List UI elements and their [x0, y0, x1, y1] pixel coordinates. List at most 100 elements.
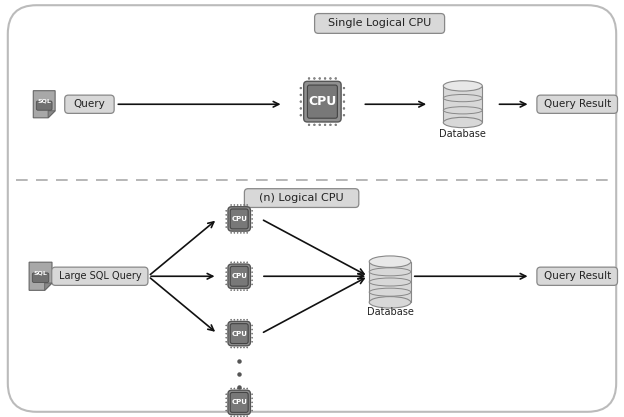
FancyBboxPatch shape	[228, 207, 250, 231]
Circle shape	[226, 284, 227, 285]
Circle shape	[246, 319, 248, 320]
Polygon shape	[33, 91, 55, 118]
Circle shape	[231, 232, 232, 234]
FancyBboxPatch shape	[7, 5, 616, 412]
Polygon shape	[45, 283, 52, 290]
Circle shape	[243, 232, 245, 234]
Circle shape	[335, 124, 337, 126]
Circle shape	[231, 262, 232, 263]
Circle shape	[251, 280, 253, 281]
Circle shape	[240, 262, 241, 263]
Circle shape	[226, 276, 227, 277]
Circle shape	[251, 410, 253, 411]
FancyBboxPatch shape	[537, 95, 618, 113]
Circle shape	[237, 262, 238, 263]
Circle shape	[226, 341, 227, 342]
Circle shape	[243, 262, 245, 263]
Circle shape	[251, 271, 253, 273]
Circle shape	[251, 394, 253, 395]
Circle shape	[313, 78, 315, 79]
Circle shape	[240, 290, 241, 291]
Polygon shape	[48, 111, 55, 118]
Circle shape	[234, 204, 235, 206]
Circle shape	[237, 232, 238, 234]
Circle shape	[231, 388, 232, 389]
Circle shape	[243, 347, 245, 348]
Circle shape	[319, 124, 321, 126]
Circle shape	[251, 222, 253, 224]
Circle shape	[251, 402, 253, 403]
Circle shape	[243, 290, 245, 291]
Circle shape	[251, 210, 253, 211]
Circle shape	[243, 416, 245, 417]
FancyBboxPatch shape	[228, 390, 250, 414]
Circle shape	[251, 276, 253, 277]
Circle shape	[226, 398, 227, 399]
Circle shape	[251, 284, 253, 285]
Ellipse shape	[443, 117, 482, 128]
Circle shape	[226, 394, 227, 395]
FancyBboxPatch shape	[52, 267, 148, 285]
Circle shape	[251, 406, 253, 407]
Circle shape	[231, 204, 232, 206]
Circle shape	[251, 398, 253, 399]
Circle shape	[226, 214, 227, 216]
Text: CPU: CPU	[232, 331, 247, 337]
Circle shape	[246, 388, 248, 389]
FancyBboxPatch shape	[230, 266, 248, 286]
Circle shape	[343, 94, 345, 96]
Circle shape	[234, 290, 235, 291]
Circle shape	[240, 204, 241, 206]
Circle shape	[243, 204, 245, 206]
Circle shape	[226, 325, 227, 326]
Text: SQL: SQL	[34, 271, 47, 276]
Text: Query Result: Query Result	[544, 99, 611, 109]
Circle shape	[246, 232, 248, 234]
FancyBboxPatch shape	[304, 81, 341, 122]
Circle shape	[251, 226, 253, 228]
Circle shape	[234, 232, 235, 234]
Circle shape	[226, 280, 227, 281]
Circle shape	[243, 388, 245, 389]
Bar	[443, 86, 482, 123]
Bar	[369, 262, 411, 302]
Circle shape	[251, 214, 253, 216]
Circle shape	[231, 347, 232, 348]
Circle shape	[237, 388, 238, 389]
Polygon shape	[29, 262, 52, 290]
Circle shape	[226, 410, 227, 411]
Circle shape	[246, 262, 248, 263]
Circle shape	[240, 388, 241, 389]
FancyBboxPatch shape	[230, 324, 248, 344]
Circle shape	[251, 337, 253, 338]
Text: (n) Logical CPU: (n) Logical CPU	[260, 193, 344, 203]
FancyBboxPatch shape	[537, 267, 618, 285]
Circle shape	[237, 347, 238, 348]
Circle shape	[251, 333, 253, 334]
Circle shape	[324, 124, 326, 126]
Circle shape	[300, 114, 302, 116]
Circle shape	[246, 416, 248, 417]
Circle shape	[300, 94, 302, 96]
Circle shape	[251, 329, 253, 330]
Circle shape	[226, 337, 227, 338]
Circle shape	[243, 319, 245, 320]
Circle shape	[240, 232, 241, 234]
Text: CPU: CPU	[232, 216, 247, 222]
Circle shape	[237, 319, 238, 320]
FancyBboxPatch shape	[228, 322, 250, 346]
Circle shape	[226, 210, 227, 211]
Circle shape	[251, 325, 253, 326]
Circle shape	[240, 347, 241, 348]
Circle shape	[343, 114, 345, 116]
Circle shape	[300, 87, 302, 89]
Circle shape	[231, 319, 232, 320]
FancyBboxPatch shape	[65, 95, 114, 113]
Circle shape	[226, 226, 227, 228]
Circle shape	[240, 319, 241, 320]
Circle shape	[237, 204, 238, 206]
FancyBboxPatch shape	[36, 101, 52, 110]
Text: Large SQL Query: Large SQL Query	[59, 271, 141, 281]
Circle shape	[300, 108, 302, 109]
Circle shape	[300, 101, 302, 103]
